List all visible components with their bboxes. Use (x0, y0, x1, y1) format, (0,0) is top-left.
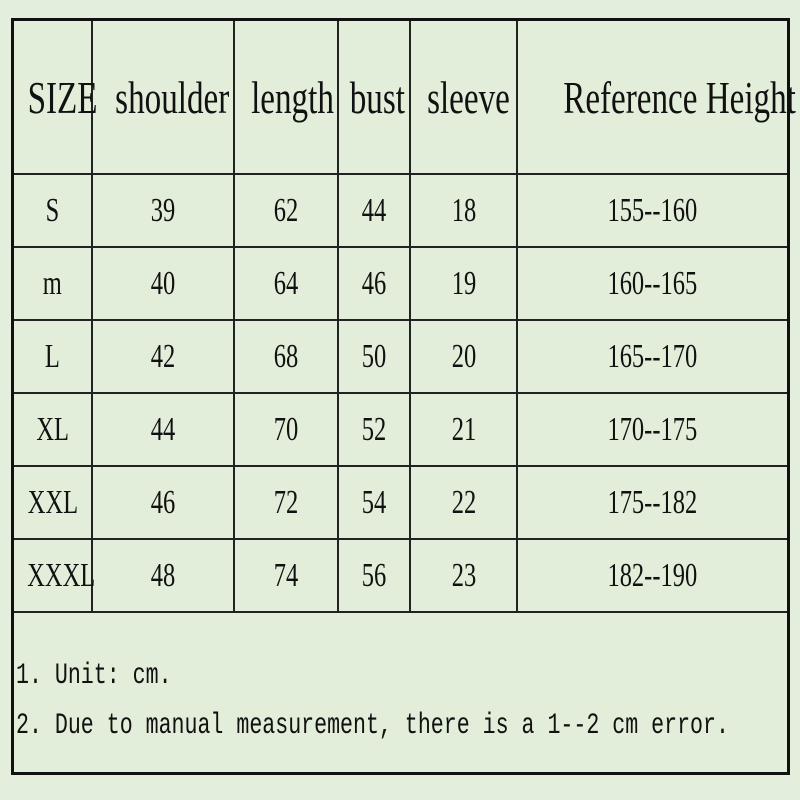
cell-reference-height: 160--165 (516, 246, 787, 321)
cell-length-text: 62 (273, 191, 299, 229)
cell-sleeve: 20 (409, 319, 518, 394)
header-length-text: length (251, 71, 334, 123)
cell-size: L (14, 319, 93, 394)
cell-size: S (14, 173, 93, 248)
header-bust: bust (337, 21, 411, 175)
cell-sleeve: 21 (409, 392, 518, 467)
cell-length-text: 68 (273, 337, 299, 375)
cell-bust-text: 52 (361, 410, 387, 448)
cell-length-text: 72 (273, 483, 299, 521)
cell-shoulder-text: 40 (150, 264, 176, 302)
cell-size: m (14, 246, 93, 321)
cell-bust-text: 54 (361, 483, 387, 521)
cell-sleeve-text: 20 (451, 337, 476, 375)
table-row: XL 44 70 52 21 170--175 (14, 392, 787, 467)
cell-shoulder: 39 (91, 173, 235, 248)
cell-length-text: 64 (273, 264, 299, 302)
cell-shoulder-text: 48 (150, 556, 176, 594)
cell-length: 68 (233, 319, 339, 394)
cell-bust: 46 (337, 246, 411, 321)
cell-sleeve-text: 19 (451, 264, 476, 302)
cell-shoulder-text: 46 (150, 483, 176, 521)
cell-size: XL (14, 392, 93, 467)
cell-size-text: XXL (27, 483, 78, 521)
cell-shoulder: 48 (91, 538, 235, 613)
cell-sleeve-text: 22 (451, 483, 476, 521)
cell-sleeve: 23 (409, 538, 518, 613)
cell-size-text: XXXL (27, 556, 96, 594)
header-shoulder: shoulder (91, 21, 235, 175)
cell-sleeve-text: 21 (451, 410, 476, 448)
size-chart: SIZE shoulder length bust sleeve Reference He… (11, 18, 796, 775)
cell-sleeve: 22 (409, 465, 518, 540)
cell-shoulder: 46 (91, 465, 235, 540)
cell-reference-height: 155--160 (516, 173, 787, 248)
cell-length: 74 (233, 538, 339, 613)
cell-shoulder: 44 (91, 392, 235, 467)
cell-bust: 50 (337, 319, 411, 394)
cell-length: 64 (233, 246, 339, 321)
cell-bust: 56 (337, 538, 411, 613)
header-shoulder-text: shoulder (115, 71, 230, 123)
cell-reference-height-text: 182--190 (607, 556, 698, 594)
size-table: SIZE shoulder length bust sleeve Reference He… (14, 21, 796, 613)
cell-reference-height-text: 165--170 (607, 337, 698, 375)
cell-size-text: m (42, 264, 63, 302)
header-size: SIZE (14, 21, 98, 175)
cell-size: XXXL (14, 538, 96, 613)
cell-bust: 54 (337, 465, 411, 540)
cell-bust-text: 56 (361, 556, 387, 594)
cell-reference-height: 175--182 (516, 465, 787, 540)
header-bust-text: bust (349, 71, 405, 123)
header-reference-height-text: Reference Height (563, 71, 796, 123)
cell-length: 70 (233, 392, 339, 467)
cell-bust: 52 (337, 392, 411, 467)
cell-length-text: 74 (273, 556, 299, 594)
cell-shoulder: 40 (91, 246, 235, 321)
cell-bust-text: 46 (361, 264, 387, 302)
table-row: XXL 46 72 54 22 175--182 (14, 465, 787, 540)
cell-reference-height: 170--175 (516, 392, 787, 467)
cell-reference-height: 165--170 (516, 319, 787, 394)
cell-reference-height-text: 160--165 (607, 264, 698, 302)
table-row: L 42 68 50 20 165--170 (14, 319, 787, 394)
cell-size-text: XL (36, 410, 69, 448)
size-table-body: SIZE shoulder length bust sleeve Reference He… (14, 21, 796, 613)
cell-sleeve-text: 23 (451, 556, 476, 594)
cell-size-text: L (45, 337, 60, 375)
cell-reference-height-text: 155--160 (607, 191, 698, 229)
cell-sleeve: 19 (409, 246, 518, 321)
header-size-text: SIZE (27, 71, 98, 123)
table-row: XXXL 48 74 56 23 182--190 (14, 538, 787, 613)
cell-reference-height-text: 170--175 (607, 410, 698, 448)
note-error: 2. Due to manual measurement, there is a… (16, 709, 729, 743)
cell-sleeve: 18 (409, 173, 518, 248)
cell-shoulder-text: 44 (150, 410, 176, 448)
cell-bust-text: 44 (361, 191, 387, 229)
header-length: length (233, 21, 339, 175)
header-sleeve: sleeve (409, 21, 518, 175)
table-row: m 40 64 46 19 160--165 (14, 246, 787, 321)
header-reference-height: Reference Height (516, 21, 796, 175)
cell-shoulder-text: 39 (150, 191, 176, 229)
cell-bust: 44 (337, 173, 411, 248)
cell-shoulder: 42 (91, 319, 235, 394)
cell-shoulder-text: 42 (150, 337, 176, 375)
cell-length: 72 (233, 465, 339, 540)
cell-bust-text: 50 (361, 337, 387, 375)
cell-sleeve-text: 18 (451, 191, 476, 229)
table-row: S 39 62 44 18 155--160 (14, 173, 787, 248)
header-row: SIZE shoulder length bust sleeve Reference He… (14, 21, 796, 175)
cell-size-text: S (45, 191, 60, 229)
cell-length-text: 70 (273, 410, 299, 448)
cell-reference-height-text: 175--182 (607, 483, 698, 521)
cell-size: XXL (14, 465, 93, 540)
cell-reference-height: 182--190 (516, 538, 787, 613)
header-sleeve-text: sleeve (427, 71, 510, 123)
cell-length: 62 (233, 173, 339, 248)
note-unit: 1. Unit: cm. (16, 659, 172, 693)
